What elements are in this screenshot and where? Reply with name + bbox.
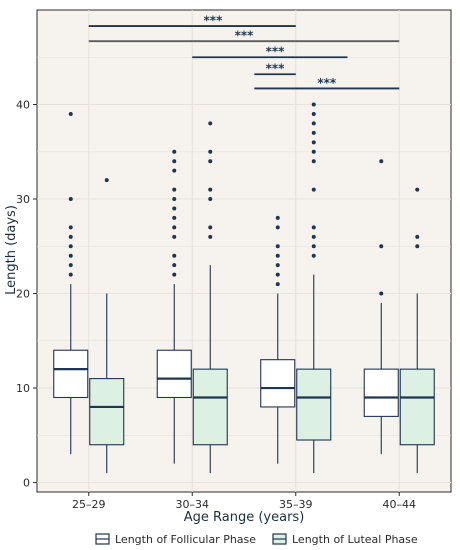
y-axis: 0 10 20 30 40	[16, 99, 37, 490]
y-axis-title: Length (days)	[4, 205, 19, 295]
outlier-point	[172, 206, 177, 211]
significance-label-4: ***	[317, 76, 337, 90]
outlier-point	[68, 263, 73, 268]
outlier-point	[311, 244, 316, 249]
outlier-point	[172, 159, 177, 164]
box-iqr	[89, 378, 125, 446]
significance-label-1: ***	[235, 29, 255, 43]
outlier-point	[208, 159, 213, 164]
outlier-point	[311, 234, 316, 239]
outlier-point	[172, 263, 177, 268]
box-iqr	[260, 359, 296, 408]
x-tick-label: 35–39	[279, 498, 313, 511]
outlier-point	[311, 225, 316, 230]
box-iqr	[156, 349, 192, 399]
outlier-point	[275, 244, 280, 249]
outlier-point	[172, 272, 177, 277]
legend-label-follicular: Length of Follicular Phase	[115, 533, 256, 546]
outlier-point	[311, 149, 316, 154]
outlier-point	[172, 187, 177, 192]
box-iqr	[296, 368, 332, 441]
outlier-point	[68, 111, 73, 116]
x-axis-title: Age Range (years)	[184, 510, 305, 525]
outlier-point	[311, 159, 316, 164]
box-luteal-0	[89, 178, 125, 474]
legend-label-luteal: Length of Luteal Phase	[292, 533, 418, 546]
significance-label-0: ***	[204, 13, 224, 27]
outlier-point	[68, 225, 73, 230]
outlier-point	[208, 187, 213, 192]
outlier-point	[172, 253, 177, 258]
outlier-point	[68, 272, 73, 277]
box-follicular-0	[53, 111, 89, 455]
outlier-point	[68, 253, 73, 258]
significance-label-3: ***	[266, 62, 286, 76]
outlier-point	[415, 244, 420, 249]
outlier-point	[172, 234, 177, 239]
outlier-point	[311, 253, 316, 258]
outlier-point	[311, 130, 316, 135]
box-iqr	[363, 368, 399, 417]
significance-label-2: ***	[266, 45, 286, 59]
y-tick-label: 30	[16, 193, 30, 206]
outlier-point	[379, 244, 384, 249]
outlier-point	[172, 149, 177, 154]
outlier-point	[311, 102, 316, 107]
box-luteal-1	[192, 121, 228, 474]
outlier-point	[68, 234, 73, 239]
outlier-point	[275, 263, 280, 268]
outlier-point	[68, 244, 73, 249]
y-tick-label: 40	[16, 99, 30, 112]
box-luteal-3	[399, 187, 435, 474]
outlier-point	[172, 168, 177, 173]
outlier-point	[379, 159, 384, 164]
outlier-point	[208, 225, 213, 230]
outlier-point	[275, 225, 280, 230]
box-iqr	[53, 349, 89, 399]
outlier-point	[311, 111, 316, 116]
outlier-point	[68, 197, 73, 202]
box-iqr	[399, 368, 435, 446]
x-axis: 25–29 30–34 35–39 40–44	[72, 492, 416, 511]
significance-brackets: *** *** *** *** ***	[88, 13, 400, 90]
outlier-point	[415, 234, 420, 239]
box-iqr	[192, 368, 228, 446]
outlier-point	[208, 121, 213, 126]
legend-item-follicular: Length of Follicular Phase	[95, 533, 256, 546]
box-follicular-2	[260, 215, 296, 464]
box-series	[53, 102, 435, 474]
outlier-point	[275, 272, 280, 277]
outlier-point	[311, 187, 316, 192]
x-tick-label: 30–34	[176, 498, 210, 511]
legend: Length of Follicular Phase Length of Lut…	[95, 533, 418, 546]
outlier-point	[104, 178, 109, 183]
box-follicular-3	[363, 159, 399, 455]
outlier-point	[379, 291, 384, 296]
outlier-point	[208, 234, 213, 239]
x-tick-label: 25–29	[72, 498, 106, 511]
outlier-point	[208, 149, 213, 154]
outlier-point	[208, 197, 213, 202]
outlier-point	[275, 215, 280, 220]
outlier-point	[311, 140, 316, 145]
legend-item-luteal: Length of Luteal Phase	[272, 533, 418, 546]
outlier-point	[172, 225, 177, 230]
y-tick-label: 10	[16, 382, 30, 395]
y-tick-label: 0	[23, 477, 30, 490]
outlier-point	[275, 253, 280, 258]
outlier-point	[172, 215, 177, 220]
box-follicular-1	[156, 149, 192, 464]
outlier-point	[275, 282, 280, 287]
outlier-point	[415, 187, 420, 192]
outlier-point	[172, 197, 177, 202]
outlier-point	[311, 121, 316, 126]
y-tick-label: 20	[16, 288, 30, 301]
x-tick-label: 40–44	[383, 498, 417, 511]
box-luteal-2	[296, 102, 332, 474]
